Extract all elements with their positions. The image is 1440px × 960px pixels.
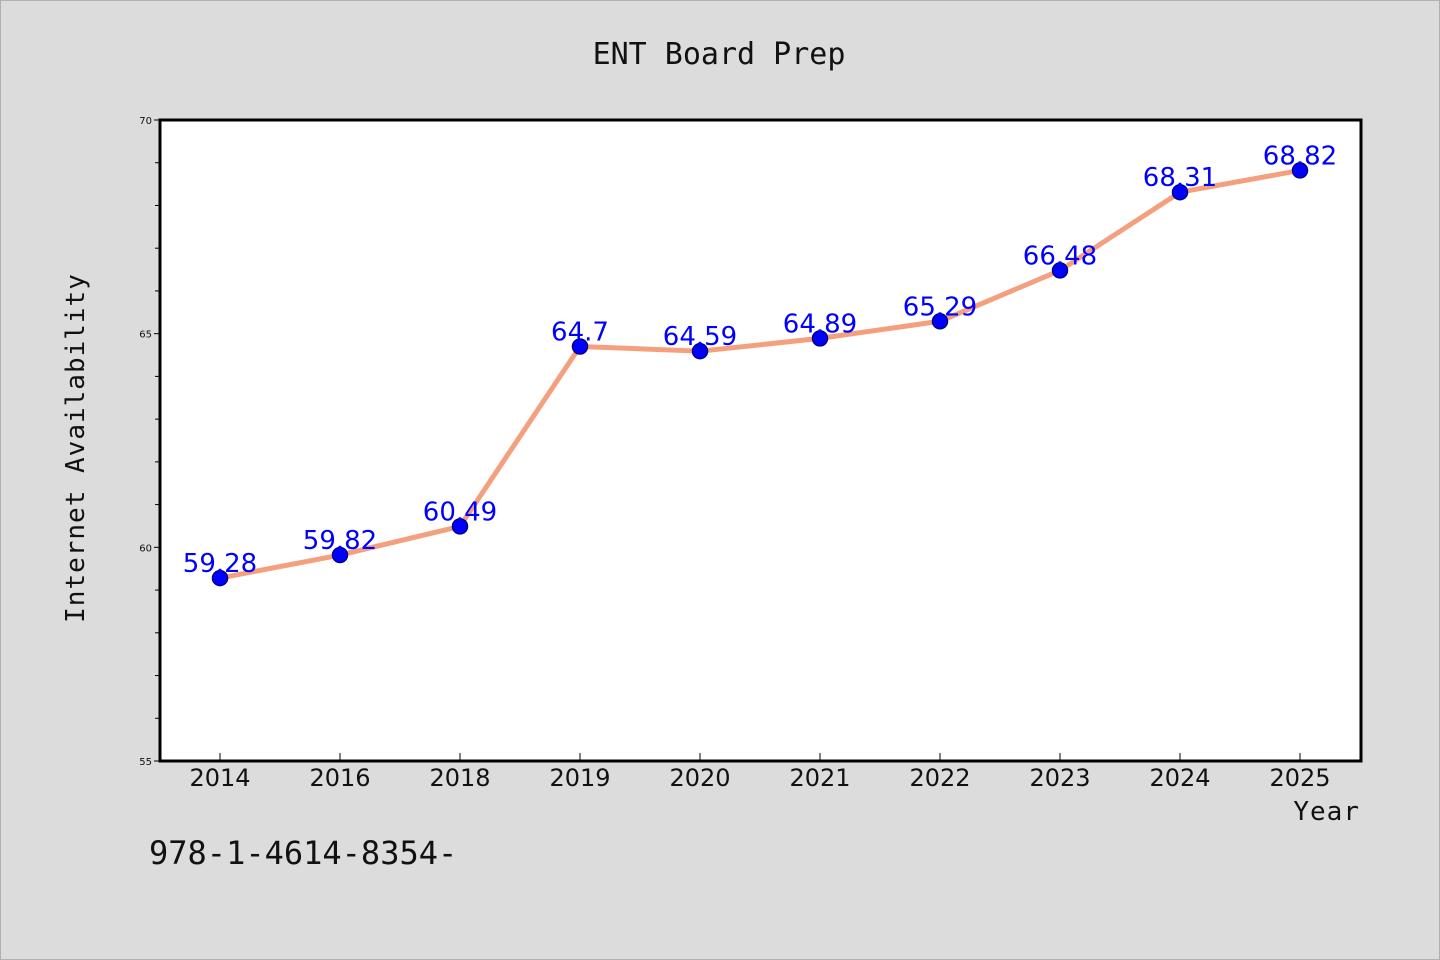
data-label: 60.49 <box>423 497 497 527</box>
data-label: 59.82 <box>303 526 377 556</box>
chart-title: ENT Board Prep <box>593 37 846 72</box>
data-point-marker <box>1171 183 1189 201</box>
data-point-marker <box>931 313 949 330</box>
data-label: 68.82 <box>1263 141 1337 171</box>
x-tick-label: 2019 <box>549 764 610 792</box>
series-line-group <box>219 167 1301 581</box>
series-line <box>219 167 1301 581</box>
data-point-marker <box>691 342 709 360</box>
x-tick-label: 2023 <box>1029 764 1090 792</box>
y-axis: 55 60 65 70 <box>139 116 160 768</box>
x-tick-label: 2018 <box>429 764 490 792</box>
data-point-marker <box>1291 162 1309 179</box>
x-tick-label: 2025 <box>1269 764 1330 792</box>
data-label: 66.48 <box>1023 241 1097 271</box>
y-tick-label: 55 <box>139 757 152 768</box>
x-tick-label: 2022 <box>909 764 970 792</box>
plot-area <box>158 118 1363 763</box>
data-label: 68.31 <box>1143 163 1217 193</box>
data-label: 64.59 <box>663 322 737 352</box>
x-tick-label: 2024 <box>1149 764 1210 792</box>
data-point-marker <box>211 569 229 587</box>
x-axis: 2014 2016 2018 2019 2020 2021 2022 2023 2024 2025 <box>189 753 1331 792</box>
x-tick-label: 2020 <box>669 764 730 792</box>
data-label: 64.89 <box>783 309 857 339</box>
x-tick-label: 2014 <box>189 764 250 792</box>
data-point-marker <box>571 338 589 355</box>
data-point-marker <box>331 546 349 564</box>
footer-code-text: 978-1-4614-8354- <box>149 834 457 872</box>
data-label: 65.29 <box>903 292 977 322</box>
x-tick-label: 2016 <box>309 764 370 792</box>
x-tick-label: 2021 <box>789 764 850 792</box>
y-axis-title: Internet Availability <box>61 273 91 623</box>
data-label: 64.7 <box>551 317 609 347</box>
data-point-marker <box>451 518 469 535</box>
data-label: 59.28 <box>183 549 257 579</box>
y-tick-label: 65 <box>139 330 152 341</box>
markers-group <box>211 162 1309 587</box>
x-axis-title: Year <box>1293 797 1360 827</box>
data-point-marker <box>1051 262 1069 279</box>
y-tick-label: 60 <box>139 543 152 554</box>
data-labels-group: 59.28 59.82 60.49 64.7 64.59 64.89 65.29 66.48 6… <box>183 141 1337 579</box>
y-tick-label: 70 <box>139 116 152 127</box>
data-point-marker <box>811 330 829 347</box>
